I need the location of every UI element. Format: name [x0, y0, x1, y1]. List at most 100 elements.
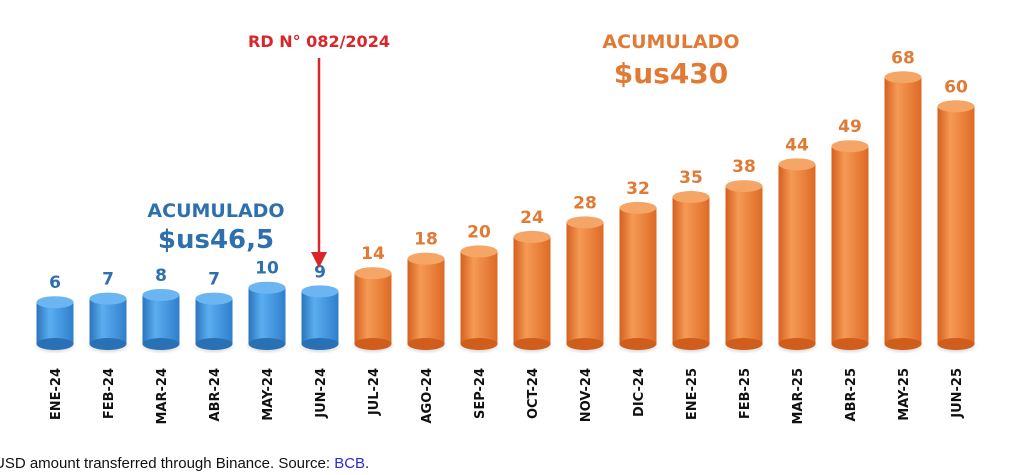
caption-text: USD amount transferred through Binance. … [0, 455, 335, 472]
bar-mar-25 [774, 158, 820, 354]
source-link[interactable]: BCB [334, 455, 366, 472]
bar-cap [513, 230, 551, 243]
bar-base [831, 338, 869, 350]
bar-abr-24 [191, 292, 237, 354]
bar-cap [301, 285, 339, 298]
value-label: 6 [49, 273, 61, 293]
x-tick-label: DIC-24 [632, 368, 647, 417]
x-tick-label: ABR-24 [208, 368, 223, 421]
value-label: 60 [944, 77, 968, 97]
bar-jul-24 [350, 267, 396, 354]
value-label: 68 [891, 48, 915, 68]
bar-body [566, 222, 604, 344]
bar-base [566, 338, 604, 350]
bar-base [460, 338, 498, 350]
value-label: 32 [626, 179, 650, 199]
x-tick-label: NOV-24 [579, 368, 594, 422]
bar-cap [778, 158, 816, 171]
bar-cap [36, 296, 74, 309]
x-tick-label: JUL-24 [367, 368, 382, 416]
x-tick-label: SEP-24 [473, 368, 488, 419]
bar-base [301, 338, 339, 350]
x-tick-label: FEB-24 [102, 368, 117, 419]
value-label: 8 [155, 266, 167, 286]
bar-feb-25 [721, 180, 767, 354]
bar-base [513, 338, 551, 350]
x-tick-label: JUN-25 [950, 368, 965, 419]
bar-body [672, 197, 710, 344]
bar-cap [831, 140, 869, 153]
value-label: 24 [520, 208, 544, 228]
x-tick-label: ABR-25 [844, 368, 859, 421]
x-tick-label: JUN-24 [314, 368, 329, 419]
event-marker-label: RD N° 082/2024 [248, 32, 390, 51]
bar-body [831, 146, 869, 344]
bar-cap [566, 216, 604, 229]
bar-body [513, 236, 551, 344]
value-label: 18 [414, 230, 438, 250]
bar-body [725, 186, 763, 344]
bar-base [884, 338, 922, 350]
bar-base [672, 338, 710, 350]
bar-body [619, 207, 657, 344]
bar-body [301, 291, 339, 344]
bar-base [248, 338, 286, 350]
bar-may-24 [244, 281, 290, 354]
x-tick-label: MAY-24 [261, 368, 276, 421]
bar-body [460, 251, 498, 344]
bar-base [619, 338, 657, 350]
event-marker-arrowhead [311, 252, 327, 268]
value-label: 7 [208, 270, 220, 290]
bar-mar-24 [138, 288, 184, 354]
bar-body [89, 298, 127, 344]
bar-cap [195, 292, 233, 305]
bar-base [407, 338, 445, 350]
annotation-after-value: $us430 [614, 57, 729, 90]
bar-abr-25 [827, 140, 873, 354]
annotation-before-value: $us46,5 [158, 225, 274, 255]
bar-feb-24 [85, 292, 131, 354]
bar-base [89, 338, 127, 350]
bar-cap [884, 71, 922, 84]
bar-jun-24 [297, 285, 343, 354]
bar-nov-24 [562, 216, 608, 354]
bar-jun-25 [933, 100, 979, 354]
bar-ene-24 [32, 296, 78, 354]
bar-cap [248, 281, 286, 294]
x-tick-label: MAR-25 [791, 368, 806, 425]
bar-base [142, 338, 180, 350]
bar-cap [672, 191, 710, 203]
bars-group [32, 71, 979, 354]
value-label: 49 [838, 117, 862, 137]
bar-cap [725, 180, 763, 193]
bar-ago-24 [403, 252, 449, 354]
x-tick-label: ENE-25 [685, 368, 700, 420]
value-label: 7 [102, 270, 114, 290]
bar-body [248, 287, 286, 344]
x-tick-label: ENE-24 [49, 368, 64, 420]
value-label: 28 [573, 193, 597, 213]
bar-base [354, 338, 392, 350]
annotation-before: ACUMULADO $us46,5 [147, 200, 284, 255]
value-label: 20 [467, 222, 491, 242]
bar-body [937, 106, 975, 345]
bar-body [195, 298, 233, 344]
annotation-before-title: ACUMULADO [147, 200, 284, 222]
bar-body [407, 258, 445, 344]
value-label: 14 [361, 244, 385, 264]
x-tick-label: OCT-24 [526, 368, 541, 419]
value-label: 10 [255, 259, 279, 279]
bar-chart: 6 7 8 7 10 9 14 18 20 24 28 32 35 38 44 49 68 60 ENE-24 FE… [32, 31, 979, 425]
caption-end: . [365, 455, 370, 472]
value-label: 35 [679, 168, 703, 188]
bar-cap [937, 100, 975, 113]
annotation-after: ACUMULADO $us430 [602, 31, 739, 90]
bar-ene-25 [668, 191, 714, 354]
bar-base [36, 338, 74, 350]
bar-base [937, 338, 975, 350]
value-label: 38 [732, 157, 756, 177]
bar-body [778, 164, 816, 344]
x-tick-label: AGO-24 [420, 368, 435, 424]
bar-base [725, 338, 763, 350]
bar-cap [142, 288, 180, 301]
